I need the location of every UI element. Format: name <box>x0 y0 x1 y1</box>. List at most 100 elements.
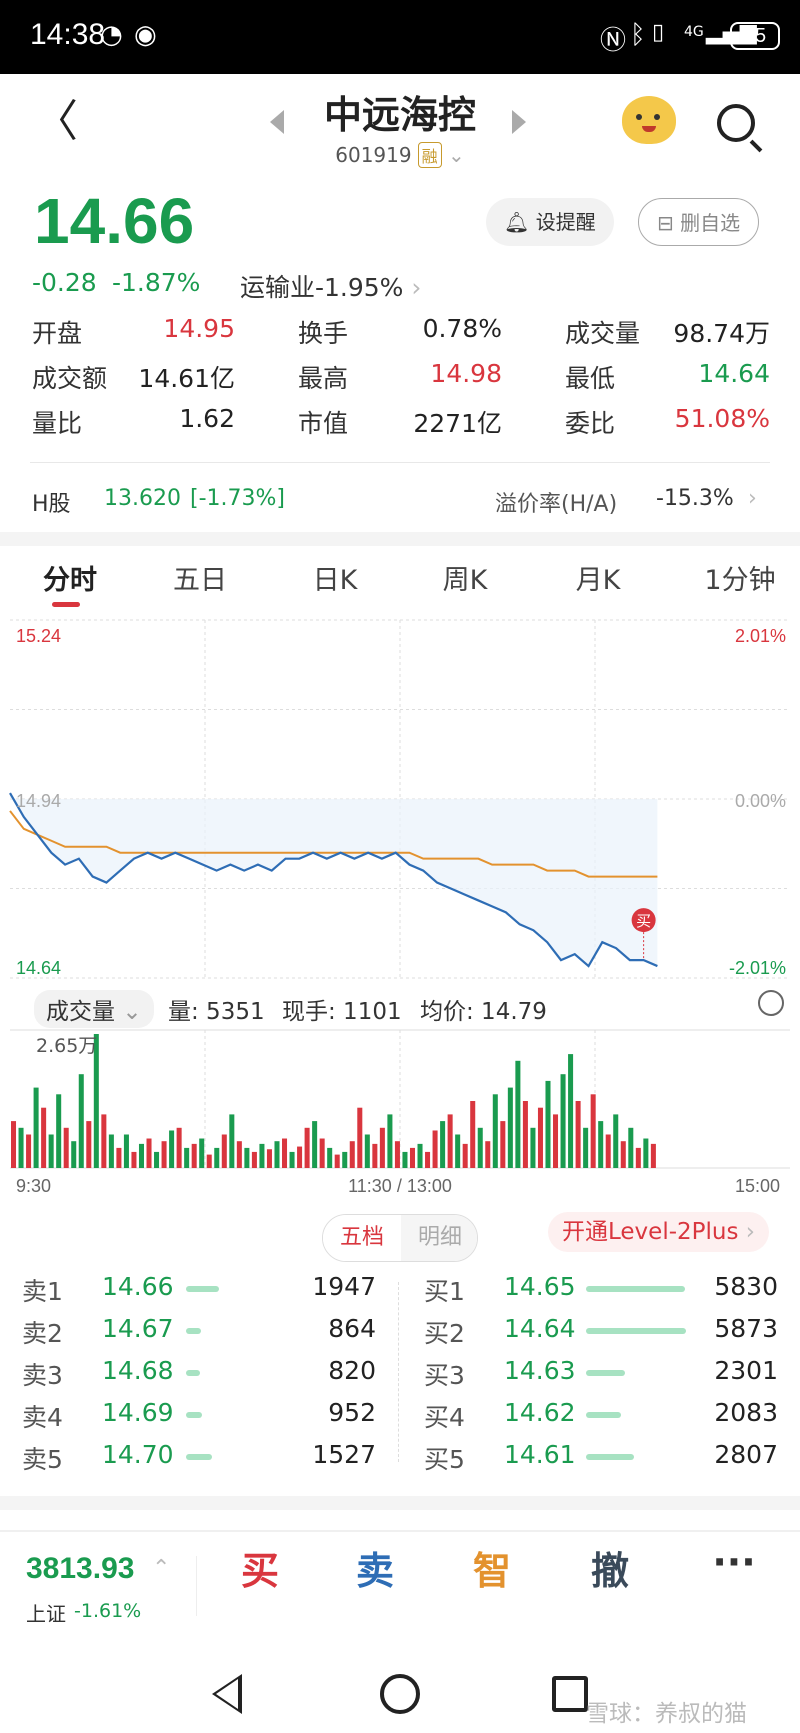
volume-bar <box>154 1151 160 1168</box>
price-line <box>9 792 658 968</box>
x-tick: 9:30 <box>16 1176 51 1196</box>
prev-stock-icon[interactable] <box>270 110 284 134</box>
index-value[interactable]: 3813.93 <box>26 1552 135 1585</box>
section-separator <box>0 532 800 546</box>
cancel-order-button[interactable]: 撤 <box>590 1549 629 1593</box>
volume-bar <box>78 1074 84 1168</box>
volume-bar <box>236 1141 242 1168</box>
bluetooth-icon: ᛒ <box>630 20 646 50</box>
bid-price: 14.64 <box>504 1314 576 1343</box>
system-home-icon[interactable] <box>380 1674 420 1714</box>
volume-bar <box>364 1134 370 1168</box>
mascot-icon[interactable] <box>622 96 676 144</box>
volume-bar <box>334 1154 340 1168</box>
back-icon-inner <box>216 1679 238 1709</box>
volume-bar <box>394 1141 400 1168</box>
avg-price: 均价: 14.79 <box>420 999 547 1025</box>
volume-bar <box>530 1127 536 1168</box>
volume-bar <box>214 1147 220 1168</box>
next-stock-icon[interactable] <box>512 110 526 134</box>
volume-chart: 2.65万 9:30 11:30 / 13:00 15:00 <box>10 1029 790 1196</box>
remove-favorite-button[interactable]: ⊟ 删自选 <box>638 198 760 246</box>
search-icon[interactable] <box>717 104 755 142</box>
buy-marker[interactable] <box>631 908 656 933</box>
ask-volume-bar <box>186 1370 200 1376</box>
buy-marker-label: 买 <box>636 912 651 930</box>
volume-bar <box>357 1107 363 1168</box>
bid-price: 14.63 <box>504 1356 576 1385</box>
volume-bar <box>161 1141 167 1168</box>
stat-label: 成交额 <box>32 364 108 393</box>
volume-bar <box>71 1141 77 1168</box>
ask-level-label: 卖3 <box>22 1361 63 1390</box>
volume-bar <box>41 1107 47 1168</box>
bid-level-label: 买1 <box>424 1277 465 1306</box>
volume-bar <box>297 1146 303 1168</box>
bid-price: 14.61 <box>504 1440 576 1469</box>
system-recents-icon[interactable] <box>552 1676 588 1712</box>
stat-label: 市值 <box>298 409 349 438</box>
buy-button[interactable]: 买 <box>240 1549 279 1593</box>
volume-bar <box>229 1114 235 1168</box>
tab-5[interactable]: 1分钟 <box>704 565 776 596</box>
remove-favorite-label: 删自选 <box>680 211 741 235</box>
tab-2[interactable]: 日K <box>312 565 358 596</box>
volume-bar <box>402 1151 408 1168</box>
tab-4[interactable]: 月K <box>575 565 621 596</box>
volume-bar <box>93 1034 99 1168</box>
premium-value[interactable]: -15.3% <box>656 486 734 511</box>
y-right-tick: -2.01% <box>729 958 786 978</box>
smart-button[interactable]: 智 <box>472 1549 511 1593</box>
hshare-price: 13.620 <box>104 486 181 511</box>
settings-icon[interactable] <box>758 990 784 1016</box>
tab-0[interactable]: 分时 <box>43 565 97 596</box>
x-tick: 15:00 <box>735 1176 780 1196</box>
volume-bar <box>274 1141 280 1168</box>
tab-five-levels[interactable]: 五档 <box>323 1215 401 1261</box>
back-icon[interactable]: 〈 <box>34 96 78 147</box>
volume-bar <box>251 1151 257 1168</box>
ask-price: 14.66 <box>102 1272 174 1301</box>
volume-bar <box>108 1134 114 1168</box>
volume-bar <box>560 1074 566 1168</box>
ask-level-label: 卖4 <box>22 1403 63 1432</box>
more-button[interactable]: ··· <box>712 1540 756 1584</box>
volume-bar <box>206 1154 212 1168</box>
current-hand: 现手: 1101 <box>282 999 402 1025</box>
volume-bar <box>199 1138 205 1168</box>
premium-label: 溢价率(H/A) <box>495 492 618 517</box>
volume-bar <box>319 1138 325 1168</box>
volume-bar <box>176 1127 182 1168</box>
price-area <box>10 793 658 967</box>
chevron-up-icon: ⌃ <box>152 1556 171 1581</box>
sell-button[interactable]: 卖 <box>355 1549 394 1593</box>
level2-button[interactable]: 开通Level-2Plus › <box>548 1212 769 1252</box>
ask-volume-bar <box>186 1328 201 1334</box>
volume-selector[interactable]: 成交量 ⌄ <box>34 990 154 1028</box>
volume-selector-label: 成交量 <box>46 999 115 1025</box>
index-name: 上证 <box>26 1602 66 1626</box>
battery-icon: 55 <box>730 22 780 50</box>
tab-details[interactable]: 明细 <box>401 1215 477 1261</box>
bid-qty: 2301 <box>714 1356 778 1385</box>
set-alert-button[interactable]: 🔔︎ 设提醒 <box>486 198 614 246</box>
speed-icon: ◔ <box>100 20 123 50</box>
y-left-tick: 15.24 <box>16 626 61 646</box>
stat-value: 14.98 <box>430 359 502 388</box>
watermark: 雪球：养叔的猫 <box>586 1701 747 1727</box>
volume-bar <box>259 1143 265 1168</box>
volume-bar <box>598 1121 604 1168</box>
bid-level-label: 买4 <box>424 1403 465 1432</box>
bid-level-label: 买2 <box>424 1319 465 1348</box>
tab-3[interactable]: 周K <box>442 565 488 596</box>
tab-1[interactable]: 五日 <box>173 565 227 596</box>
margin-badge[interactable]: 融 <box>417 142 442 168</box>
stat-label: 开盘 <box>32 319 83 348</box>
ask-volume-bar <box>186 1412 202 1418</box>
bid-price: 14.65 <box>504 1272 576 1301</box>
index-change: -1.61% <box>74 1600 142 1622</box>
volume-bar <box>613 1114 619 1168</box>
stat-value: 2271亿 <box>413 409 502 438</box>
industry-change[interactable]: 运输业-1.95% › <box>240 268 421 304</box>
intraday-chart[interactable]: 15.24 14.94 14.64 2.01% 0.00% -2.01% 买 <box>0 610 800 990</box>
